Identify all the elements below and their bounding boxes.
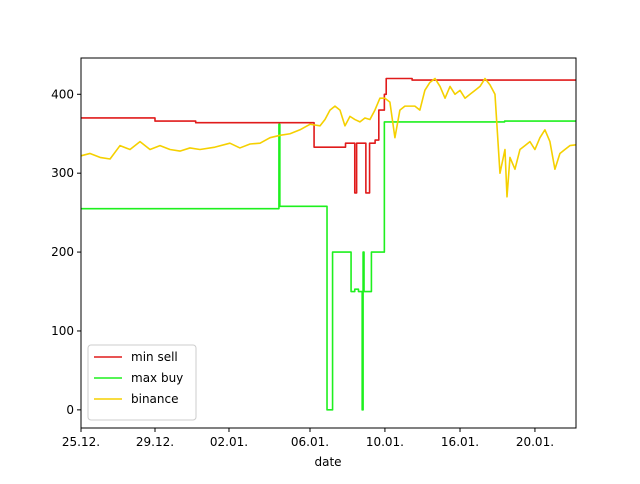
x-tick-label: 29.12.	[136, 435, 174, 449]
y-tick-label: 300	[51, 166, 74, 180]
x-tick-label: 25.12.	[62, 435, 100, 449]
x-tick-label: 06.01.	[291, 435, 329, 449]
y-tick-label: 0	[66, 403, 74, 417]
x-tick-label: 16.01.	[441, 435, 479, 449]
x-tick-label: 10.01.	[366, 435, 404, 449]
x-tick-label: 20.01.	[516, 435, 554, 449]
legend-box	[87, 344, 197, 421]
legend-label: binance	[131, 392, 179, 406]
x-axis-label: date	[314, 455, 341, 469]
y-tick-label: 400	[51, 87, 74, 101]
plot-frame	[80, 57, 577, 429]
y-tick-label: 100	[51, 324, 74, 338]
series-line	[81, 77, 576, 194]
legend-label: min sell	[131, 350, 178, 364]
series-line	[80, 77, 577, 198]
y-tick-label: 200	[51, 245, 74, 259]
x-tick-label: 02.01.	[210, 435, 248, 449]
series-line	[81, 120, 576, 411]
legend-label: max buy	[131, 371, 183, 385]
